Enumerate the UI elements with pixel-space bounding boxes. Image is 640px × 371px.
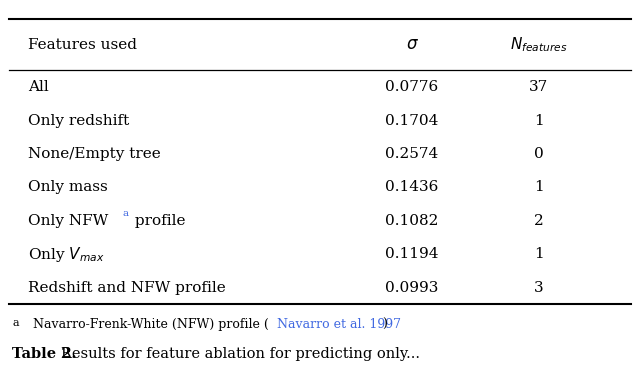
Text: 0.1082: 0.1082 [385,214,438,228]
Text: 0.1436: 0.1436 [385,180,438,194]
Text: 0.1704: 0.1704 [385,114,438,128]
Text: Navarro et al. 1997: Navarro et al. 1997 [278,318,401,331]
Text: 37: 37 [529,80,548,94]
Text: 0.2574: 0.2574 [385,147,438,161]
Text: Only $V_{max}$: Only $V_{max}$ [28,244,104,264]
Text: 0.0776: 0.0776 [385,80,438,94]
Text: Only mass: Only mass [28,180,108,194]
Text: 0.0993: 0.0993 [385,280,438,295]
Text: 2: 2 [534,214,544,228]
Text: All: All [28,80,49,94]
Text: $\sigma$: $\sigma$ [406,36,419,53]
Text: Only NFW: Only NFW [28,214,108,228]
Text: Navarro-Frenk-White (NFW) profile (: Navarro-Frenk-White (NFW) profile ( [33,318,269,331]
Text: $N_{features}$: $N_{features}$ [510,36,568,54]
Text: ): ) [382,318,387,331]
Text: Redshift and NFW profile: Redshift and NFW profile [28,280,226,295]
Text: a: a [12,318,19,328]
Text: a: a [122,209,128,218]
Text: profile: profile [130,214,185,228]
Text: 3: 3 [534,280,544,295]
Text: 1: 1 [534,180,544,194]
Text: Table 2.: Table 2. [12,347,77,361]
Text: 0.1194: 0.1194 [385,247,439,261]
Text: 1: 1 [534,114,544,128]
Text: Only redshift: Only redshift [28,114,129,128]
Text: 1: 1 [534,247,544,261]
Text: Results for feature ablation for predicting only...: Results for feature ablation for predict… [61,347,420,361]
Text: 0: 0 [534,147,544,161]
Text: None/Empty tree: None/Empty tree [28,147,161,161]
Text: Features used: Features used [28,38,137,52]
